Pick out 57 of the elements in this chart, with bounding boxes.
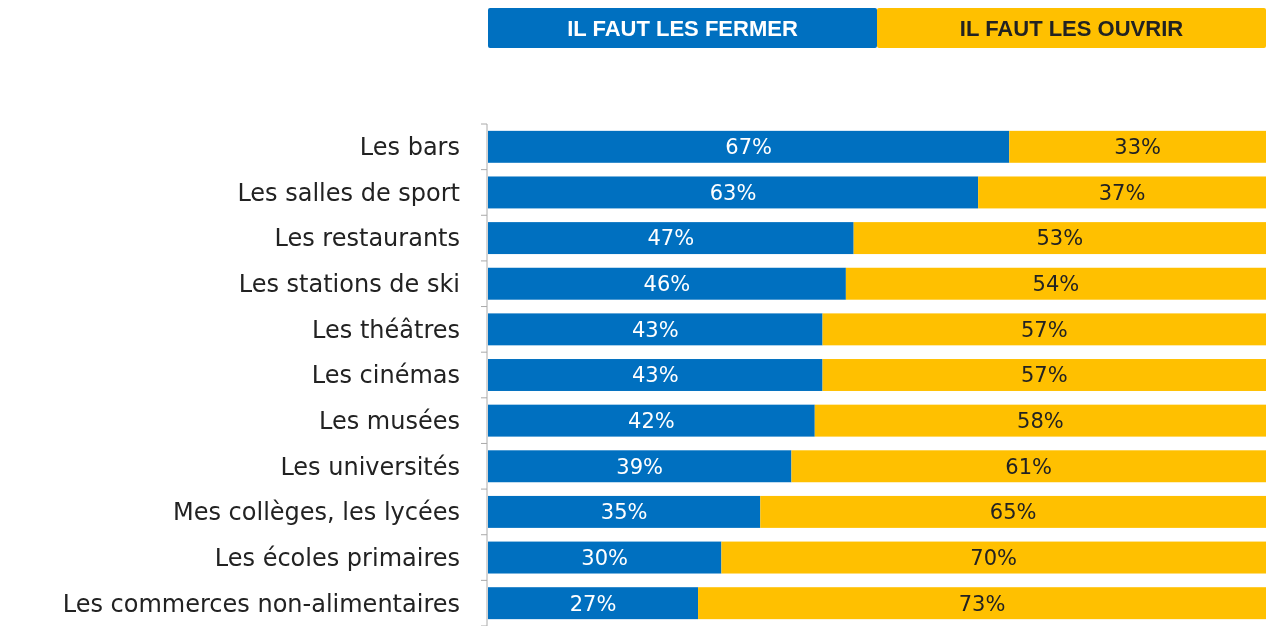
data-label: 61% (1005, 454, 1053, 479)
data-label: 39% (616, 454, 664, 479)
bar (488, 313, 823, 346)
data-label: 47% (647, 226, 695, 251)
data-label: 46% (643, 272, 691, 297)
text: IL FAUT LES FERMER (567, 15, 798, 41)
y-tick-label: Les cinémas (311, 361, 460, 390)
bar (698, 587, 1266, 620)
data-label: 57% (1020, 363, 1068, 388)
y-tick-label: Les stations de ski (238, 270, 460, 299)
data-label: 27% (569, 591, 617, 616)
bar (488, 130, 1010, 163)
data-label: 35% (600, 500, 648, 525)
data-label: 53% (1036, 226, 1084, 251)
bar (845, 267, 1266, 300)
bar (791, 450, 1266, 483)
bar (814, 404, 1266, 437)
data-label: 37% (1098, 180, 1146, 205)
data-label: 73% (958, 591, 1006, 616)
bar (488, 450, 792, 483)
y-tick-label: Les restaurants (274, 224, 460, 253)
y-tick-label: Les salles de sport (237, 178, 460, 207)
data-label: 63% (709, 180, 757, 205)
bar (822, 313, 1266, 346)
text: IL FAUT LES OUVRIR (959, 15, 1184, 41)
bar (488, 587, 699, 620)
data-label: 43% (631, 317, 679, 342)
y-tick-label: Les bars (359, 133, 460, 162)
data-label: 33% (1114, 135, 1161, 160)
bar (488, 267, 846, 300)
bar (760, 495, 1266, 528)
data-label: 42% (628, 408, 675, 433)
bar (488, 359, 823, 391)
y-tick-label: Les théâtres (312, 315, 460, 344)
bar (488, 176, 979, 209)
y-tick-label: Les musées (319, 407, 460, 436)
data-label: 67% (725, 135, 772, 160)
y-tick-label: Les écoles primaires (214, 543, 460, 572)
data-label: 65% (989, 500, 1037, 525)
y-tick-label: Mes collèges, les lycées (172, 498, 460, 527)
data-label: 70% (970, 545, 1018, 570)
bar (488, 541, 722, 574)
data-label: 57% (1020, 317, 1068, 342)
bar (488, 222, 854, 255)
data-label: 30% (581, 545, 629, 570)
bar (1009, 130, 1266, 163)
y-tick-label: Les commerces non-alimentaires (62, 589, 460, 618)
bar (488, 404, 815, 437)
bar (978, 176, 1266, 209)
bar (721, 541, 1266, 574)
data-label: 43% (631, 363, 679, 388)
data-label: 58% (1017, 408, 1064, 433)
data-label: 54% (1032, 272, 1080, 297)
bar (822, 359, 1266, 391)
y-tick-label: Les universités (280, 452, 460, 481)
bar (853, 222, 1266, 255)
bar (488, 495, 761, 528)
